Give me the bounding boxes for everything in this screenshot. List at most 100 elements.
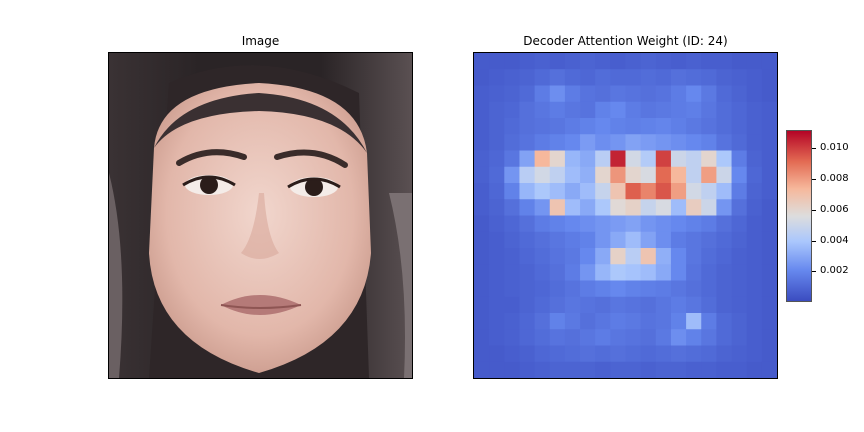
heatmap-cell (580, 85, 596, 103)
heatmap-cell (716, 313, 732, 330)
heatmap-cell (504, 313, 520, 330)
heatmap-cell (716, 345, 732, 363)
heatmap-cell (655, 264, 672, 281)
colorbar-tick (812, 240, 816, 242)
heatmap-cell (686, 166, 702, 184)
heatmap-cell (686, 215, 702, 233)
face-image (108, 52, 413, 379)
heatmap-cell (595, 150, 611, 168)
heatmap-cell (625, 215, 642, 233)
heatmap-cell (716, 231, 732, 249)
heatmap-cell (610, 280, 626, 298)
heatmap-cell (549, 85, 566, 103)
heatmap-cell (761, 134, 777, 151)
heatmap-cell (489, 296, 505, 314)
heatmap-cell (640, 199, 657, 216)
heatmap-cell (610, 231, 626, 249)
heatmap-cell (564, 231, 581, 249)
heatmap-cell (701, 199, 717, 216)
heatmap-cell (670, 150, 687, 168)
heatmap-cell (474, 118, 490, 135)
heatmap-cell (610, 183, 626, 200)
heatmap-cell (595, 248, 611, 265)
heatmap-cell (746, 150, 763, 168)
heatmap-cell (549, 53, 566, 70)
heatmap-cell (549, 183, 566, 200)
heatmap-cell (670, 296, 687, 314)
heatmap-cell (761, 248, 777, 265)
heatmap-cell (549, 231, 566, 249)
heatmap-cell (640, 118, 657, 135)
heatmap-cell (504, 150, 520, 168)
heatmap-cell (686, 150, 702, 168)
heatmap-cell (701, 150, 717, 168)
heatmap-cell (701, 296, 717, 314)
heatmap-cell (504, 280, 520, 298)
heatmap-cell (746, 134, 763, 151)
heatmap-cell (474, 53, 490, 70)
heatmap-cell (761, 69, 777, 86)
heatmap-cell (670, 329, 687, 346)
heatmap-cell (474, 101, 490, 119)
heatmap-cell (474, 199, 490, 216)
heatmap-cell (640, 101, 657, 119)
heatmap-cell (716, 329, 732, 346)
heatmap-cell (731, 313, 748, 330)
heatmap-cell (595, 313, 611, 330)
heatmap-cell (474, 296, 490, 314)
heatmap-cell (534, 361, 551, 378)
left-eyelid (182, 175, 236, 187)
heatmap-cell (474, 345, 490, 363)
heatmap-cell (580, 231, 596, 249)
heatmap-cell (640, 345, 657, 363)
heatmap-cell (746, 231, 763, 249)
heatmap-cell (534, 166, 551, 184)
heatmap-cell (761, 296, 777, 314)
heatmap-cell (595, 134, 611, 151)
heatmap-cell (489, 134, 505, 151)
heatmap-cell (504, 134, 520, 151)
heatmap-cell (746, 53, 763, 70)
heatmap-cell (761, 345, 777, 363)
heatmap-cell (534, 313, 551, 330)
heatmap-cell (580, 296, 596, 314)
heatmap-cell (534, 280, 551, 298)
heatmap-cell (731, 166, 748, 184)
lips (221, 295, 301, 315)
heatmap-cell (655, 183, 672, 200)
heatmap-cell (564, 345, 581, 363)
heatmap-cell (610, 85, 626, 103)
left-iris (200, 176, 218, 194)
heatmap-cell (519, 53, 535, 70)
heatmap-cell (489, 313, 505, 330)
heatmap-cell (746, 166, 763, 184)
heatmap-cell (564, 248, 581, 265)
heatmap-cell (534, 150, 551, 168)
heatmap-cell (564, 118, 581, 135)
heatmap-cell (686, 85, 702, 103)
heatmap-cell (731, 280, 748, 298)
heatmap-cell (549, 361, 566, 378)
colorbar-tick-label: 0.002 (820, 265, 849, 277)
colorbar-tick-label: 0.010 (820, 142, 849, 154)
heatmap-cell (625, 231, 642, 249)
heatmap-cell (686, 345, 702, 363)
heatmap-cell (474, 183, 490, 200)
heatmap-cell (489, 248, 505, 265)
heatmap-cell (519, 345, 535, 363)
heatmap-cell (489, 329, 505, 346)
heatmap-cell (701, 329, 717, 346)
heatmap-cell (534, 134, 551, 151)
heatmap-cell (534, 101, 551, 119)
heatmap-cell (564, 166, 581, 184)
heatmap-cell (640, 248, 657, 265)
heatmap-cell (655, 166, 672, 184)
heatmap-cell (655, 280, 672, 298)
heatmap-cell (595, 361, 611, 378)
heatmap-cell (474, 280, 490, 298)
heatmap-cell (595, 101, 611, 119)
heatmap-cell (701, 166, 717, 184)
heatmap-cell (564, 215, 581, 233)
heatmap-cell (625, 134, 642, 151)
heatmap-cell (701, 231, 717, 249)
